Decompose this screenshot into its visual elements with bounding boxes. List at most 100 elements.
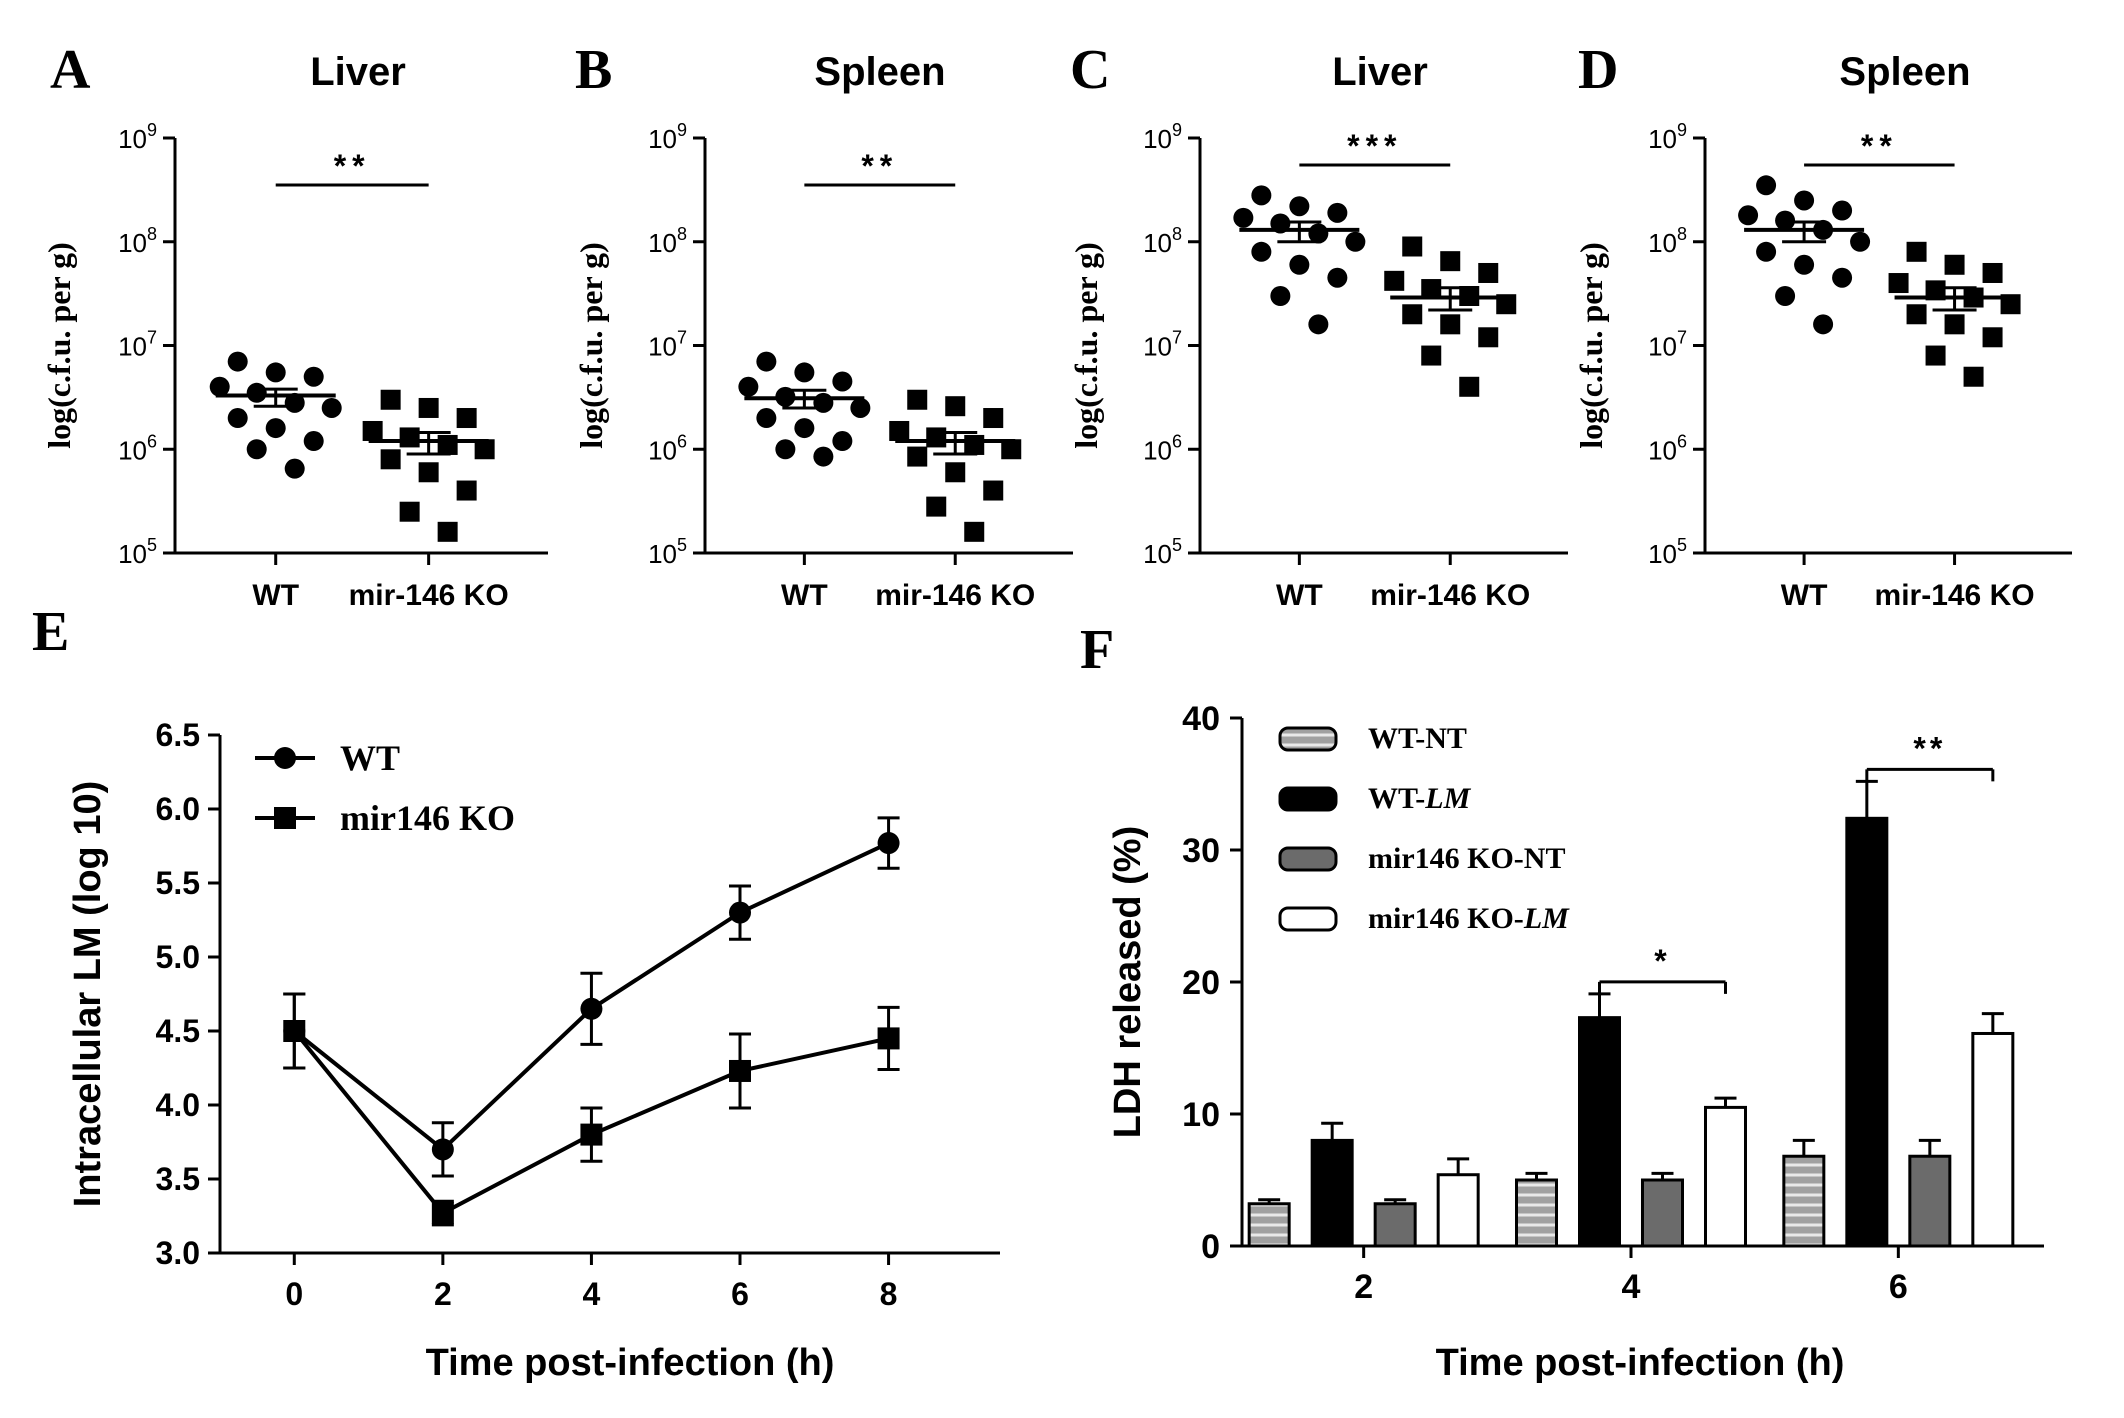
panel-f: 0 10 20 30 40 LDH released (%) Time post-infec… bbox=[1107, 700, 2044, 1384]
y-tick-label: 10 bbox=[1182, 1096, 1220, 1134]
bar-wt-lm bbox=[1845, 816, 1889, 1248]
panel-title: Liver bbox=[310, 50, 406, 94]
data-point bbox=[303, 431, 324, 452]
panel-title: Liver bbox=[1332, 50, 1428, 94]
data-point bbox=[580, 1123, 603, 1146]
data-point bbox=[1888, 273, 1909, 294]
x-tick-label: 6 bbox=[731, 1276, 749, 1312]
panel-letter-f: F bbox=[1080, 619, 1114, 681]
y-tick-label: 109 bbox=[1648, 120, 1687, 154]
significance-label: ** bbox=[1861, 128, 1898, 164]
data-point bbox=[246, 382, 267, 403]
legend-label: WT-LM bbox=[1368, 782, 1472, 815]
data-point bbox=[227, 408, 248, 429]
y-axis-label: log(c.f.u. per g) bbox=[573, 242, 609, 448]
data-point bbox=[877, 1027, 900, 1050]
panel-b: Spleen log(c.f.u. per g) 105 106 107 108 109 WT… bbox=[573, 50, 1073, 612]
x-tick-label: 4 bbox=[1622, 1268, 1641, 1306]
significance-bracket: ** bbox=[1865, 730, 1995, 782]
data-point bbox=[284, 392, 305, 413]
data-point bbox=[1944, 314, 1965, 335]
data-point bbox=[1270, 285, 1291, 306]
y-tick-label: 109 bbox=[1143, 120, 1182, 154]
data-point bbox=[756, 351, 777, 372]
x-tick-label: 8 bbox=[880, 1276, 898, 1312]
x-tick-label: mir-146 KO bbox=[875, 579, 1035, 612]
panel-c: Liver log(c.f.u. per g) 105 106 107 108 109 WT m… bbox=[1068, 50, 1568, 612]
data-point bbox=[1756, 241, 1777, 262]
y-tick-label: 107 bbox=[118, 328, 157, 362]
x-tick-label: 2 bbox=[1354, 1268, 1373, 1306]
legend: WT-NT WT-LM mir146 KO-NT mir146 KO-LM bbox=[1278, 722, 1570, 935]
y-axis-label: LDH released (%) bbox=[1107, 826, 1149, 1139]
legend-label: mir146 KO-LM bbox=[1368, 902, 1570, 935]
bar-mir146-ko-nt bbox=[1908, 1154, 1952, 1248]
y-tick-label: 108 bbox=[648, 224, 687, 258]
data-point bbox=[926, 496, 947, 517]
y-axis-label: log(c.f.u. per g) bbox=[1068, 242, 1104, 448]
data-point bbox=[283, 1020, 306, 1042]
data-point bbox=[284, 458, 305, 479]
y-tick-label: 40 bbox=[1182, 700, 1220, 738]
y-tick-label: 3.0 bbox=[156, 1235, 200, 1271]
series-1 bbox=[283, 992, 900, 1227]
y-tick-label: 108 bbox=[1143, 224, 1182, 258]
x-tick-label: WT bbox=[1781, 579, 1828, 612]
data-point bbox=[775, 439, 796, 460]
data-point bbox=[209, 376, 230, 397]
data-point bbox=[1251, 185, 1272, 206]
legend-marker bbox=[274, 807, 296, 829]
panel-e: 3.0 3.5 4.0 4.5 5.0 5.5 6.0 6.5 0 2 4 6 8 Time post-i… bbox=[67, 717, 1000, 1384]
x-tick-label: WT bbox=[252, 579, 299, 612]
data-point bbox=[907, 389, 928, 410]
data-point bbox=[380, 389, 401, 410]
data-point bbox=[431, 1138, 454, 1161]
data-point bbox=[1402, 236, 1423, 257]
data-point bbox=[794, 362, 815, 383]
data-point bbox=[1233, 207, 1254, 228]
x-tick-label: mir-146 KO bbox=[1370, 579, 1530, 612]
data-point bbox=[1906, 241, 1927, 262]
y-tick-label: 0 bbox=[1201, 1228, 1220, 1266]
data-point bbox=[474, 439, 495, 460]
data-point bbox=[889, 420, 910, 441]
y-tick-label: 108 bbox=[118, 224, 157, 258]
panel-letter-b: B bbox=[575, 39, 612, 101]
data-point bbox=[418, 397, 439, 418]
y-tick-label: 109 bbox=[648, 120, 687, 154]
data-point bbox=[756, 408, 777, 429]
data-point bbox=[1327, 202, 1348, 223]
data-point bbox=[1963, 366, 1984, 387]
y-tick-label: 6.0 bbox=[156, 791, 200, 827]
data-point bbox=[964, 434, 985, 455]
y-tick-label: 3.5 bbox=[156, 1161, 200, 1197]
data-point bbox=[1478, 262, 1499, 283]
significance-label: ** bbox=[1913, 730, 1946, 766]
data-point bbox=[456, 408, 477, 429]
data-point bbox=[1813, 314, 1834, 335]
y-tick-label: 105 bbox=[648, 535, 687, 569]
y-tick-label: 5.0 bbox=[156, 939, 200, 975]
data-point bbox=[983, 480, 1004, 501]
y-tick-label: 4.5 bbox=[156, 1013, 200, 1049]
significance-bracket: * bbox=[1598, 943, 1727, 994]
data-point bbox=[1001, 439, 1022, 460]
x-tick-label: 2 bbox=[434, 1276, 452, 1312]
data-point bbox=[1982, 262, 2003, 283]
y-tick-label: 106 bbox=[118, 431, 157, 465]
bar-wt-nt bbox=[1782, 1154, 1826, 1248]
data-point bbox=[926, 427, 947, 448]
series-0 bbox=[283, 816, 900, 1178]
y-tick-label: 106 bbox=[648, 431, 687, 465]
data-point bbox=[1756, 175, 1777, 196]
legend-swatch bbox=[1278, 786, 1338, 812]
data-point bbox=[729, 901, 751, 924]
data-point bbox=[907, 446, 928, 467]
legend-swatch bbox=[1278, 726, 1338, 752]
x-axis-label: Time post-infection (h) bbox=[1436, 1342, 1845, 1384]
data-point bbox=[362, 420, 383, 441]
y-tick-label: 20 bbox=[1182, 964, 1220, 1002]
data-point bbox=[265, 418, 286, 439]
data-point bbox=[431, 1202, 454, 1225]
y-tick-label: 109 bbox=[118, 120, 157, 154]
